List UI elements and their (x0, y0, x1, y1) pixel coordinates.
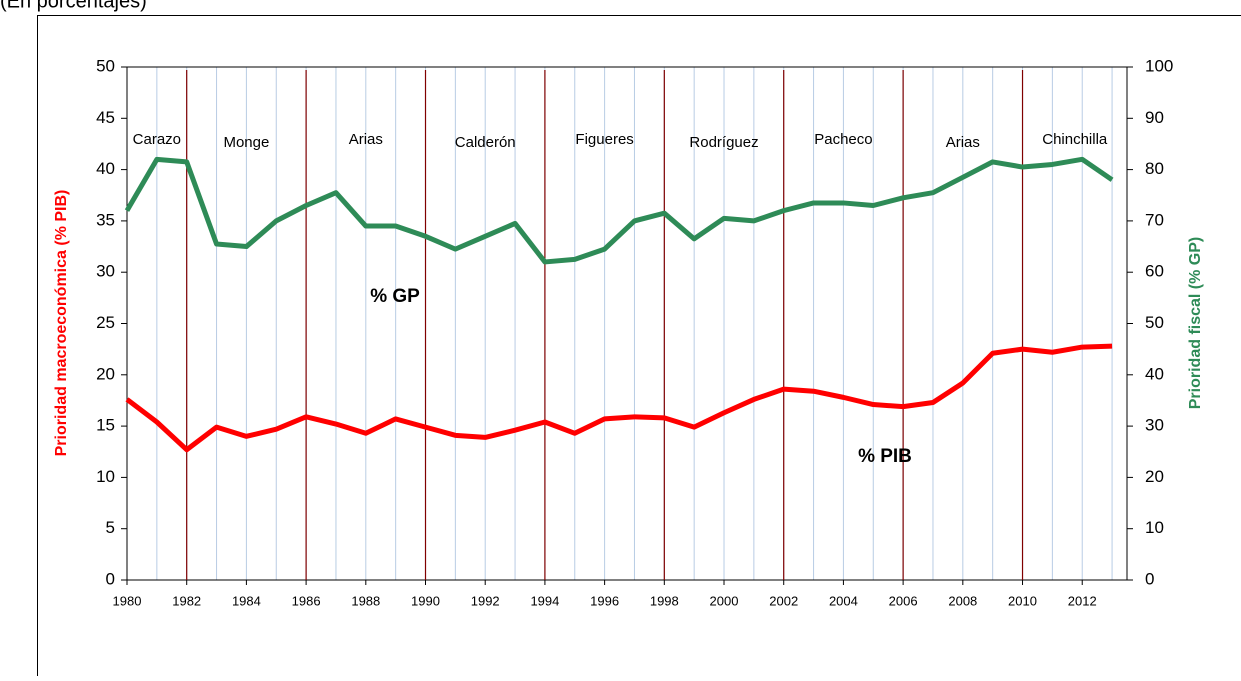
period-label: Carazo (133, 131, 181, 148)
y-tick-label: 50 (96, 56, 115, 75)
x-tick-label: 2010 (1008, 593, 1037, 608)
y2-tick-label: 70 (1145, 210, 1164, 229)
period-label: Figueres (575, 131, 633, 148)
y2-tick-label: 10 (1145, 518, 1164, 537)
y-axis-label: Prioridad macroeconómica (% PIB) (53, 190, 70, 457)
period-label: Chinchilla (1042, 131, 1108, 148)
series-label: % GP (370, 286, 420, 307)
y2-tick-label: 50 (1145, 313, 1164, 332)
y-tick-label: 10 (96, 467, 115, 486)
period-label: Monge (223, 134, 269, 151)
x-tick-label: 2004 (829, 593, 858, 608)
x-tick-label: 1992 (471, 593, 500, 608)
x-tick-label: 1986 (292, 593, 321, 608)
y-tick-label: 5 (106, 518, 115, 537)
y2-tick-label: 0 (1145, 569, 1154, 588)
y-tick-label: 0 (106, 569, 115, 588)
x-tick-label: 1988 (351, 593, 380, 608)
y2-tick-label: 60 (1145, 262, 1164, 281)
x-tick-label: 1994 (530, 593, 559, 608)
x-tick-label: 1984 (232, 593, 261, 608)
x-tick-label: 2006 (889, 593, 918, 608)
y2-tick-label: 100 (1145, 56, 1173, 75)
chart-subtitle: (En porcentajes) (0, 0, 147, 12)
period-label: Arias (946, 134, 980, 151)
y-tick-label: 20 (96, 364, 115, 383)
period-label: Pacheco (814, 131, 872, 148)
x-tick-label: 2008 (948, 593, 977, 608)
y-tick-label: 45 (96, 108, 115, 127)
x-tick-label: 2012 (1068, 593, 1097, 608)
period-label: Rodríguez (689, 134, 758, 151)
x-tick-label: 1982 (172, 593, 201, 608)
x-tick-label: 1980 (113, 593, 142, 608)
y2-tick-label: 20 (1145, 467, 1164, 486)
x-tick-label: 1996 (590, 593, 619, 608)
y2-tick-label: 90 (1145, 108, 1164, 127)
period-label: Calderón (455, 134, 516, 151)
y2-axis-label: Prioridad fiscal (% GP) (1187, 237, 1204, 409)
x-tick-label: 1990 (411, 593, 440, 608)
y-tick-label: 30 (96, 262, 115, 281)
chart-frame (38, 16, 1241, 677)
series-label: % PIB (858, 446, 912, 467)
x-tick-label: 1998 (650, 593, 679, 608)
y-tick-label: 15 (96, 416, 115, 435)
x-tick-label: 2000 (710, 593, 739, 608)
series-line (127, 346, 1112, 450)
y-tick-label: 25 (96, 313, 115, 332)
period-label: Arias (349, 131, 383, 148)
y2-tick-label: 40 (1145, 364, 1164, 383)
x-tick-label: 2002 (769, 593, 798, 608)
y-tick-label: 35 (96, 210, 115, 229)
y2-tick-label: 80 (1145, 159, 1164, 178)
y-tick-label: 40 (96, 159, 115, 178)
series-line (127, 159, 1112, 262)
y2-tick-label: 30 (1145, 416, 1164, 435)
